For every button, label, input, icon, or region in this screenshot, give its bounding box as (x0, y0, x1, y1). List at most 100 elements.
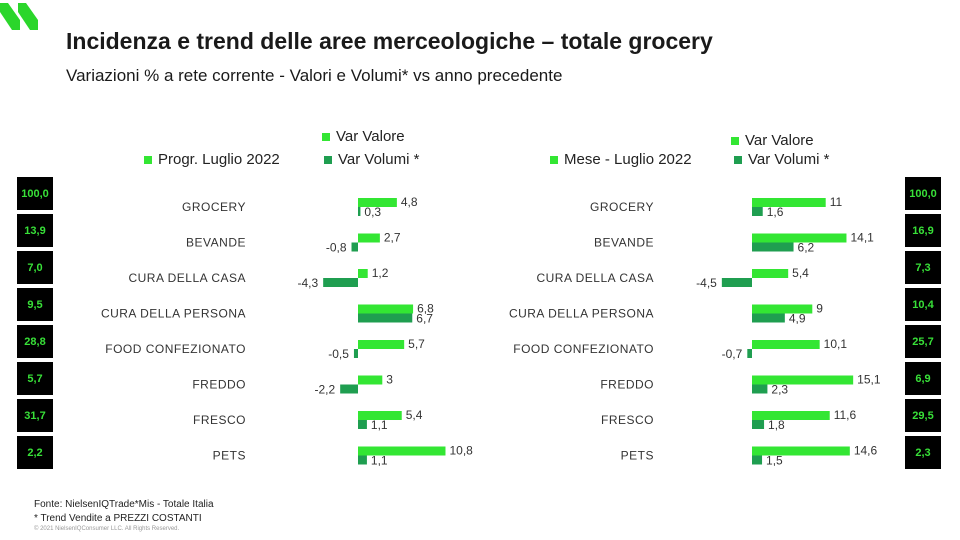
copyright: © 2021 NielsenIQConsumer LLC. All Rights… (34, 526, 180, 532)
page-subtitle: Variazioni % a rete corrente - Valori e … (66, 66, 563, 85)
valore-data-label: 5,4 (792, 266, 809, 280)
category-label: FRESCO (601, 413, 654, 427)
legend-label: Var Valore (745, 132, 814, 149)
category-label: GROCERY (182, 200, 246, 214)
valore-bar (752, 269, 789, 278)
valore-bar (752, 375, 854, 385)
valore-data-label: 2,7 (384, 231, 401, 245)
valore-data-label: 14,1 (850, 231, 874, 245)
valore-bar (358, 446, 446, 456)
volumi-data-label: 1,5 (766, 454, 783, 468)
valore-data-label: 11 (830, 195, 843, 209)
valore-data-label: 14,6 (854, 444, 878, 458)
volumi-bar (323, 278, 358, 287)
valore-data-label: 5,4 (406, 408, 423, 422)
valore-data-label: 15,1 (857, 373, 881, 387)
volumi-data-label: -0,8 (326, 241, 347, 255)
volumi-bar (752, 455, 763, 465)
volumi-bar (353, 349, 358, 358)
volumi-bar (358, 313, 413, 323)
valore-data-label: 9 (816, 302, 823, 316)
incidence-box: 9,5 (17, 288, 53, 321)
valore-bar (358, 340, 405, 349)
incidence-box: 100,0 (17, 177, 53, 210)
category-label: CURA DELLA PERSONA (101, 307, 246, 321)
volumi-data-label: 1,6 (767, 205, 784, 219)
volumi-data-label: -0,7 (722, 347, 743, 361)
valore-bar (752, 198, 826, 207)
volumi-data-label: 6,7 (416, 312, 433, 326)
category-label: CURA DELLA PERSONA (509, 307, 654, 321)
valore-bar (358, 233, 380, 243)
page-title: Incidenza e trend delle aree merceologic… (66, 28, 713, 54)
category-label: BEVANDE (186, 236, 246, 250)
nielsen-logo-icon (0, 3, 38, 30)
legend-label: Progr. Luglio 2022 (158, 151, 280, 168)
right-legend-valore: Var Valore (731, 132, 814, 149)
valore-bar (752, 446, 850, 456)
valore-bar (752, 340, 820, 349)
valore-bar (358, 375, 383, 385)
category-label: FRESCO (193, 413, 246, 427)
volumi-data-label: 1,1 (371, 454, 388, 468)
category-label: FREDDO (192, 378, 246, 392)
source-note: Fonte: NielsenIQTrade*Mis - Totale Itali… (34, 498, 214, 526)
valore-data-label: 4,8 (401, 195, 418, 209)
category-label: FOOD CONFEZIONATO (513, 342, 654, 356)
valore-bar (358, 198, 397, 207)
incidence-box: 29,5 (905, 399, 941, 432)
legend-swatch-valore (731, 136, 739, 145)
legend-swatch-volumi (734, 155, 742, 164)
legend-label: Mese - Luglio 2022 (564, 151, 692, 168)
category-label: CURA DELLA CASA (536, 271, 654, 285)
volumi-data-label: 4,9 (789, 312, 806, 326)
volumi-bar (358, 455, 367, 465)
incidence-box: 2,3 (905, 436, 941, 469)
legend-label: Var Volumi * (338, 151, 420, 168)
valore-data-label: 1,2 (372, 266, 389, 280)
volumi-bar (358, 420, 367, 429)
volumi-data-label: 6,2 (798, 241, 815, 255)
volumi-bar (752, 242, 794, 252)
valore-data-label: 11,6 (834, 408, 857, 422)
legend-swatch-valore (322, 132, 330, 141)
category-label: GROCERY (590, 200, 654, 214)
right-legend-volumi: Var Volumi * (734, 151, 829, 168)
category-label: FREDDO (600, 378, 654, 392)
legend-swatch-period (144, 155, 152, 164)
volumi-bar (752, 313, 785, 323)
valore-data-label: 6,8 (417, 302, 434, 316)
incidence-box: 31,7 (17, 399, 53, 432)
valore-bar (358, 269, 368, 278)
incidence-box: 10,4 (905, 288, 941, 321)
incidence-box: 28,8 (17, 325, 53, 358)
valore-bar (752, 233, 847, 243)
source-line: Fonte: NielsenIQTrade*Mis - Totale Itali… (34, 499, 214, 510)
valore-data-label: 10,1 (824, 337, 848, 351)
volumi-data-label: -4,3 (297, 276, 318, 290)
volumi-bar (752, 420, 765, 429)
volumi-data-label: 1,8 (768, 418, 785, 432)
category-label: BEVANDE (594, 236, 654, 250)
left-legend-volumi: Var Volumi * (324, 151, 419, 168)
category-label: CURA DELLA CASA (128, 271, 246, 285)
incidence-box: 5,7 (17, 362, 53, 395)
volumi-bar (351, 242, 358, 252)
incidence-box: 2,2 (17, 436, 53, 469)
incidence-box: 13,9 (17, 214, 53, 247)
note-line: * Trend Vendite a PREZZI COSTANTI (34, 513, 202, 524)
left-legend-valore: Var Valore (322, 128, 405, 145)
valore-data-label: 5,7 (408, 337, 425, 351)
legend-swatch-period (550, 155, 558, 164)
volumi-data-label: -0,5 (328, 347, 349, 361)
incidence-box: 100,0 (905, 177, 941, 210)
volumi-bar (752, 384, 768, 394)
volumi-bar (340, 384, 358, 394)
left-legend-period: Progr. Luglio 2022 (144, 151, 280, 168)
volumi-data-label: 0,3 (364, 205, 381, 219)
incidence-box: 25,7 (905, 325, 941, 358)
valore-bar (358, 304, 414, 314)
volumi-data-label: 2,3 (771, 383, 788, 397)
incidence-box: 7,3 (905, 251, 941, 284)
